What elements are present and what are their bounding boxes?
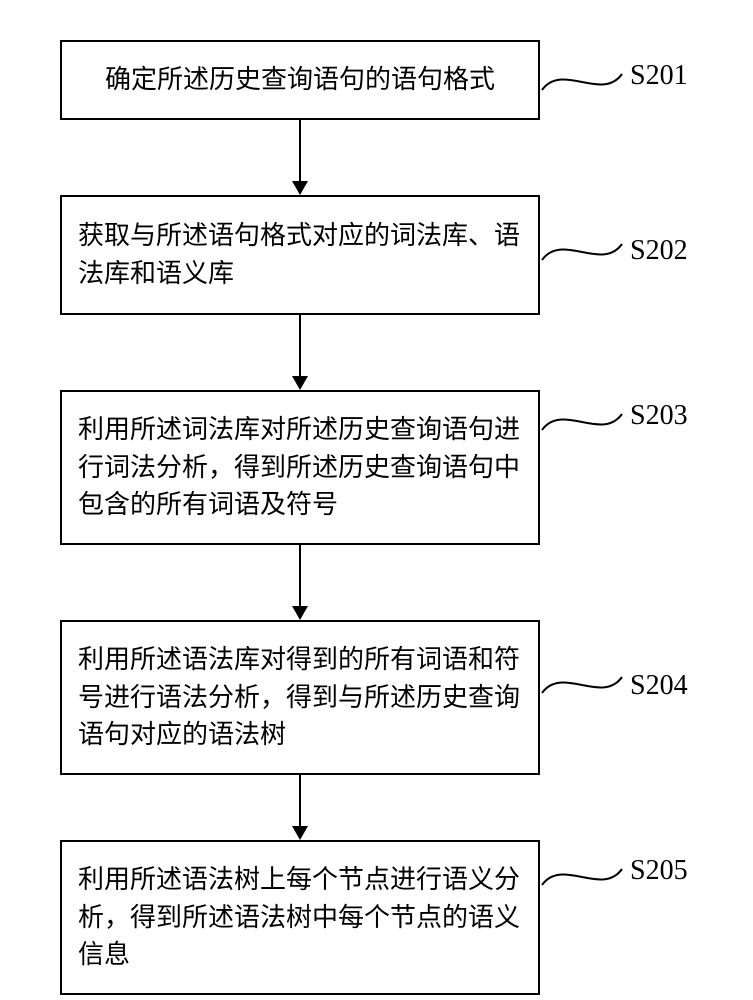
step-text: 利用所述词法库对所述历史查询语句进行词法分析，得到所述历史查询语句中包含的所有词… [78,411,522,524]
step-text: 利用所述语法库对得到的所有词语和符号进行语法分析，得到与所述历史查询语句对应的语… [78,641,522,754]
step-label-s203: S203 [630,400,688,432]
step-box-s201: 确定所述历史查询语句的语句格式 [60,40,540,120]
connector-curve [540,850,630,900]
flowchart-canvas: 确定所述历史查询语句的语句格式获取与所述语句格式对应的词法库、语法库和语义库利用… [0,0,753,1000]
step-text: 确定所述历史查询语句的语句格式 [105,61,495,99]
arrow-line [299,775,301,826]
connector-curve [540,395,630,445]
arrow-line [299,545,301,606]
step-label-s205: S205 [630,855,688,887]
arrow-head-icon [292,376,308,390]
step-box-s203: 利用所述词法库对所述历史查询语句进行词法分析，得到所述历史查询语句中包含的所有词… [60,390,540,545]
connector-curve [540,658,630,708]
flow-column: 确定所述历史查询语句的语句格式获取与所述语句格式对应的词法库、语法库和语义库利用… [60,0,540,1000]
connector-curve [540,55,630,105]
step-box-s205: 利用所述语法树上每个节点进行语义分析，得到所述语法树中每个节点的语义信息 [60,840,540,995]
arrow-head-icon [292,826,308,840]
step-box-s202: 获取与所述语句格式对应的词法库、语法库和语义库 [60,195,540,315]
arrow-head-icon [292,606,308,620]
arrow-head-icon [292,181,308,195]
arrow-line [299,315,301,376]
step-label-s202: S202 [630,235,688,267]
step-text: 利用所述语法树上每个节点进行语义分析，得到所述语法树中每个节点的语义信息 [78,861,522,974]
step-box-s204: 利用所述语法库对得到的所有词语和符号进行语法分析，得到与所述历史查询语句对应的语… [60,620,540,775]
step-label-s204: S204 [630,670,688,702]
step-text: 获取与所述语句格式对应的词法库、语法库和语义库 [78,217,522,292]
arrow-line [299,120,301,181]
connector-curve [540,225,630,275]
step-label-s201: S201 [630,60,688,92]
